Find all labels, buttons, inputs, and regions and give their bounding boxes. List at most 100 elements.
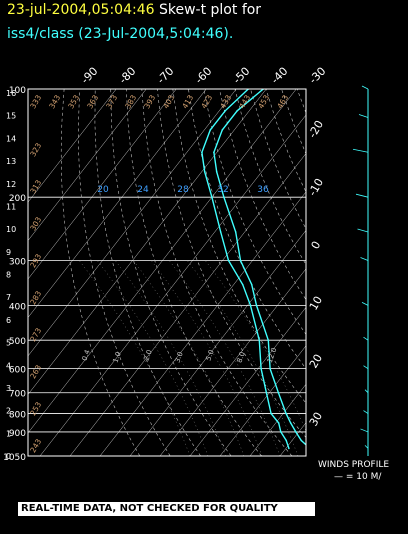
wind-barb <box>360 257 369 261</box>
pressure-tick-label: 800 <box>9 411 26 421</box>
moist-adiabat-line <box>169 260 281 456</box>
sounding-point <box>234 231 237 233</box>
height-tick-label: 10 <box>6 225 16 234</box>
isotherm-line <box>189 306 306 456</box>
wind-profile-title: WINDS PROFILE <box>318 460 390 470</box>
height-tick-label: 3 <box>6 384 11 393</box>
height-tick-label: 9 <box>6 248 11 257</box>
pressure-tick-label: 600 <box>9 366 26 376</box>
mixing-ratio-label: 28 <box>177 185 189 195</box>
theta-label: 373 <box>104 93 119 110</box>
theta-label: 253 <box>28 400 43 417</box>
height-tick-label: 4 <box>6 361 11 370</box>
isotherm-line <box>99 191 306 456</box>
isotherm-line <box>28 89 177 280</box>
height-tick-label: 14 <box>6 134 16 143</box>
theta-label: 443 <box>237 93 252 110</box>
mixing-ratio-low-label: 12.0 <box>266 347 279 364</box>
sounding-point <box>285 412 287 415</box>
isotherm-line <box>69 153 306 456</box>
isotherm-line <box>279 422 306 456</box>
mixing-ratio-label: 36 <box>257 185 269 195</box>
top-temp-tick-label: -50 <box>231 65 253 87</box>
dry-adiabat-line <box>110 89 232 456</box>
dry-adiabat-line <box>219 89 306 301</box>
theta-label: 273 <box>28 326 43 343</box>
dry-adiabat-line <box>157 89 306 438</box>
theta-label: 313 <box>28 178 43 195</box>
right-temp-tick-label: 0 <box>309 239 324 252</box>
right-temp-tick-label: -20 <box>306 118 326 140</box>
mixing-ratio-low-label: 1.0 <box>111 351 122 364</box>
dry-adiabat-line <box>78 89 171 456</box>
title-datetime: 23-jul-2004,05:04:46 <box>7 2 155 18</box>
wind-barb <box>355 193 369 198</box>
pressure-tick-label: 700 <box>9 390 26 400</box>
wind-barb <box>361 302 369 306</box>
pressure-tick-label: 300 <box>9 257 26 267</box>
sounding-point <box>249 304 252 307</box>
height-tick-label: 6 <box>6 316 11 325</box>
sounding-point <box>285 439 288 442</box>
sounding-point <box>241 283 244 286</box>
dry-adiabat-line <box>172 89 306 404</box>
theta-label: 353 <box>66 93 81 110</box>
sounding-point <box>219 231 222 233</box>
sounding-point <box>295 431 297 433</box>
dry-adiabat-line <box>141 89 293 456</box>
sounding-point <box>203 171 206 173</box>
right-temp-tick-label: 20 <box>307 352 325 371</box>
dry-adiabat-line <box>234 89 306 266</box>
pressure-tick-label: 100 <box>9 86 26 96</box>
height-tick-label: 7 <box>6 293 11 302</box>
dry-adiabat-line <box>126 89 262 456</box>
sounding-point <box>215 171 218 173</box>
sounding-point <box>289 422 292 424</box>
dry-adiabat-line <box>94 89 201 456</box>
theta-label: 363 <box>85 93 100 110</box>
sounding-point <box>277 422 280 424</box>
sounding-point <box>201 151 203 154</box>
wind-barb <box>364 445 369 449</box>
height-tick-label: 15 <box>6 112 16 121</box>
sounding-point <box>227 259 230 262</box>
mixing-ratio-low-label: 8.0 <box>235 351 246 364</box>
theta-label: 423 <box>199 93 214 110</box>
sounding-point <box>209 129 212 131</box>
sounding-point <box>224 110 226 112</box>
height-tick-label: 0 <box>6 452 11 461</box>
moist-adiabat-line <box>79 260 191 456</box>
pressure-tick-label: 400 <box>9 302 26 312</box>
sounding-point <box>267 339 270 342</box>
sounding-point <box>280 431 282 433</box>
pressure-tick-label: 200 <box>9 194 26 204</box>
mixing-ratio-label: 24 <box>137 185 149 195</box>
sounding-point <box>300 439 303 442</box>
top-temp-tick-label: -40 <box>269 65 291 87</box>
height-tick-label: 5 <box>6 339 11 348</box>
right-temp-tick-label: -10 <box>306 176 326 198</box>
right-temp-tick-label: 10 <box>307 294 325 313</box>
theta-label: 323 <box>28 141 43 158</box>
theta-label: 283 <box>28 289 43 306</box>
isotherm-line <box>28 89 297 434</box>
sounding-point <box>288 447 290 450</box>
height-tick-label: 12 <box>6 180 16 189</box>
theta-label: 333 <box>28 93 43 110</box>
theta-label: 453 <box>256 93 271 110</box>
sounding-point <box>309 448 311 450</box>
mixing-ratio-low-label: 5.0 <box>204 349 215 362</box>
sounding-point <box>260 367 262 370</box>
top-temp-tick-label: -70 <box>155 65 177 87</box>
theta-label: 343 <box>47 93 62 110</box>
pressure-tick-label: 500 <box>9 337 26 347</box>
wind-profile-scale: — = 10 M/ <box>334 472 382 482</box>
title-label: Skew-t plot for <box>158 2 262 18</box>
wind-barb <box>352 148 369 153</box>
height-tick-label: 2 <box>6 407 11 416</box>
height-tick-label: 8 <box>6 271 11 280</box>
sounding-point <box>236 110 238 112</box>
title-station: iss4/class (23-Jul-2004,5:04:46) <box>7 26 229 42</box>
mixing-ratio-low-label: 3.0 <box>173 351 184 364</box>
isotherm-line <box>249 383 306 456</box>
